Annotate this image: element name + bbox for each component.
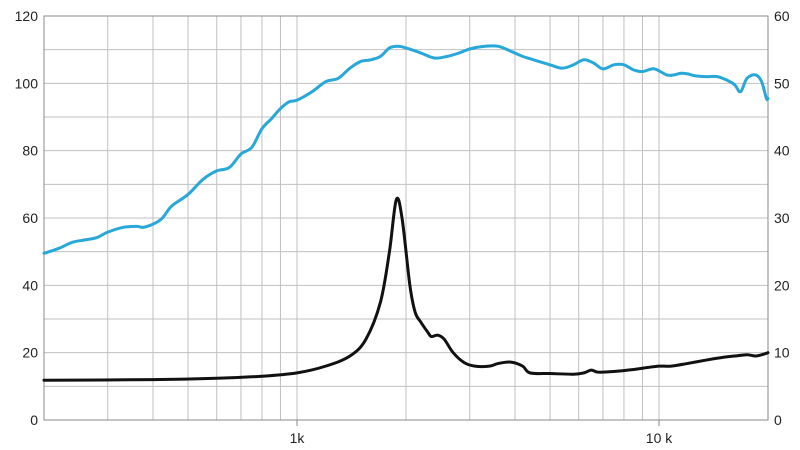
y-left-tick-label: 40 [22, 277, 38, 293]
y-right-tick-label: 0 [774, 412, 782, 428]
plot-frame [43, 15, 769, 421]
series-line-impedance [42, 196, 770, 382]
y-left-tick-label: 120 [15, 8, 39, 24]
y-left-tick-label: 0 [30, 412, 38, 428]
x-tick-label: 10 k [646, 430, 673, 446]
y-right-tick-label: 40 [774, 143, 790, 159]
y-right-tick-label: 20 [774, 277, 790, 293]
series-line-spl [42, 44, 770, 255]
y-right-tick-label: 50 [774, 75, 790, 91]
y-left-tick-label: 60 [22, 210, 38, 226]
x-tick-label: 1k [290, 430, 306, 446]
y-left-tick-label: 100 [15, 75, 39, 91]
y-left-tick-label: 80 [22, 143, 38, 159]
y-left-tick-label: 20 [22, 345, 38, 361]
y-right-tick-label: 10 [774, 345, 790, 361]
y-right-tick-label: 30 [774, 210, 790, 226]
y-right-tick-label: 60 [774, 8, 790, 24]
